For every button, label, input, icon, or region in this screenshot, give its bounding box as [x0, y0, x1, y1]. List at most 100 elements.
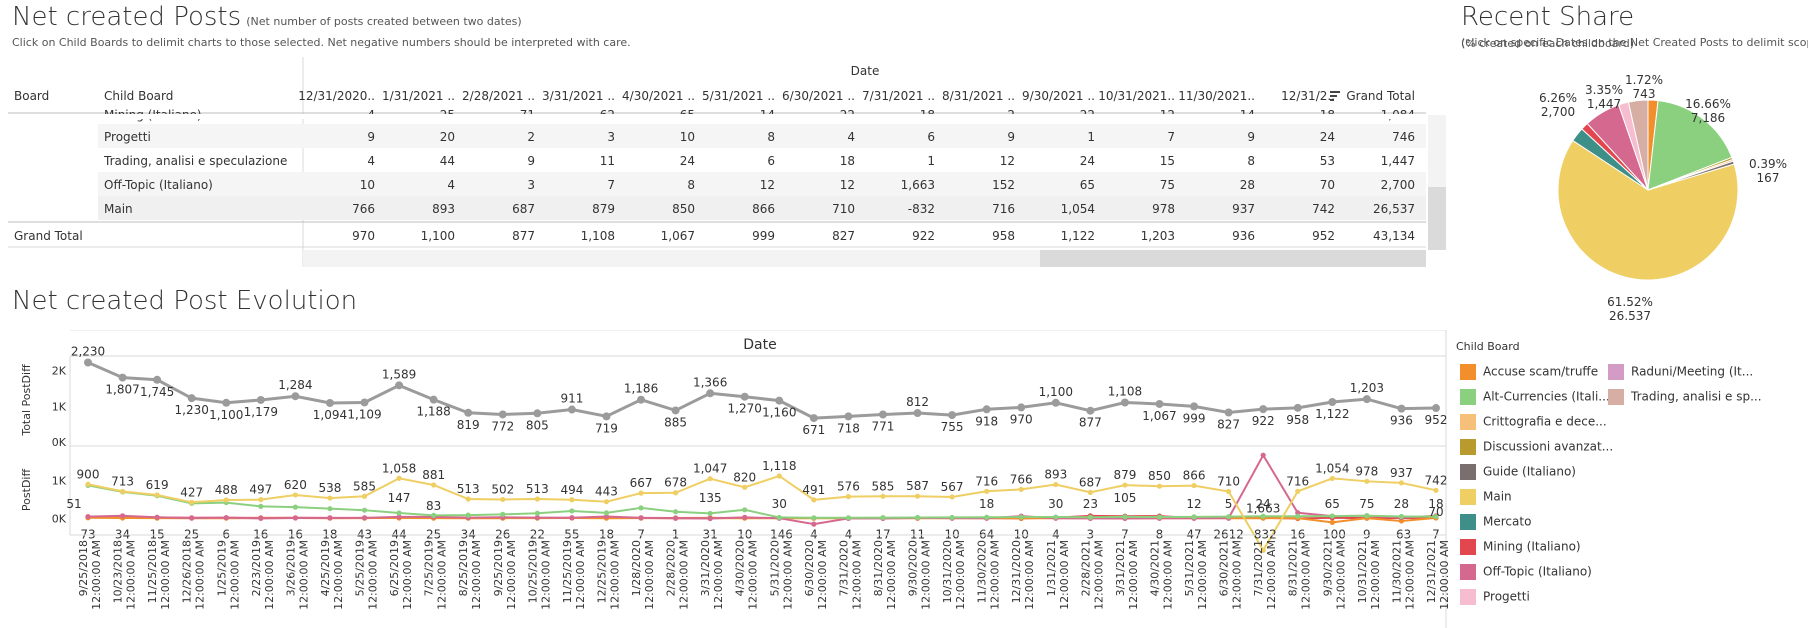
x-tick-date: 1/31/2021: [1045, 540, 1058, 596]
series-point: [327, 495, 333, 501]
series-label-extra: 147: [388, 491, 411, 505]
grand-total-cell: 970: [352, 229, 375, 243]
x-tick-time: 12:00:00 AM: [1127, 540, 1140, 610]
series-point: [880, 493, 886, 499]
total-data-label: 1,108: [1108, 384, 1142, 398]
table-cell: 12: [840, 178, 855, 192]
series-point: [85, 481, 91, 487]
x-tick-date: 8/31/2021: [1287, 540, 1300, 596]
column-header: 1/31/2021 ..: [382, 89, 455, 103]
column-header: 5/31/2021 ..: [702, 89, 775, 103]
total-data-label: 1,109: [347, 407, 381, 421]
series-point: [223, 497, 229, 503]
legend-swatch: [1460, 364, 1476, 380]
total-point: [533, 409, 542, 418]
series-point: [1260, 513, 1266, 519]
x-tick-date: 3/31/2020: [699, 540, 712, 596]
grand-total-cell: 877: [512, 229, 535, 243]
total-point: [1155, 399, 1164, 408]
series-point: [707, 515, 713, 522]
total-point: [1259, 405, 1268, 414]
series-point: [327, 515, 333, 521]
pie-label-percent: 1.72%: [1625, 73, 1663, 87]
crosstab-table[interactable]: Date Board Child Board 12/31/2020.. 1/31/202…: [0, 55, 1460, 270]
series-label-above: 538: [318, 481, 341, 495]
legend-item[interactable]: Crittografia e dece...: [1460, 414, 1607, 430]
table-cell: 10: [360, 178, 375, 192]
series-label-above: 1,058: [382, 461, 416, 475]
pie-slice: [1557, 139, 1739, 281]
grand-total-cell: 43,134: [1373, 229, 1415, 243]
series-point: [534, 510, 540, 516]
legend-item[interactable]: Off-Topic (Italiano): [1460, 564, 1592, 580]
table-cell: 1,054: [1061, 202, 1095, 216]
table-cell: 15: [1160, 154, 1175, 168]
series-label-above: 879: [1113, 468, 1136, 482]
x-tick-time: 12:00:00 AM: [1058, 540, 1071, 610]
x-tick-date: 12/25/2019: [595, 540, 608, 603]
column-header: 8/31/2021 ..: [942, 89, 1015, 103]
legend-swatch: [1608, 364, 1624, 380]
legend-item[interactable]: Accuse scam/truffe: [1460, 364, 1598, 380]
legend-item[interactable]: Mining (Italiano): [1460, 539, 1581, 555]
total-point: [1017, 403, 1026, 412]
pie-chart[interactable]: 6.26%2,700 3.35%1,447 1.72%743 16.66%7,186 0…: [1540, 70, 1808, 320]
series-point: [603, 499, 610, 505]
x-tick-time: 12:00:00 AM: [747, 540, 760, 610]
legend-item[interactable]: Guide (Italiano): [1460, 464, 1576, 480]
series-point: [465, 496, 471, 502]
table-header-bg: [303, 55, 1426, 115]
series-label-above: 1,663: [1246, 502, 1280, 516]
x-tick-time: 12:00:00 AM: [125, 540, 138, 610]
legend-item[interactable]: Mercato: [1460, 514, 1531, 530]
legend-swatch: [1460, 589, 1476, 605]
total-point: [1224, 408, 1233, 417]
series-point: [258, 497, 264, 503]
total-data-label: 719: [595, 421, 618, 435]
legend-item[interactable]: Discussioni avanzat...: [1460, 439, 1613, 455]
table-header: Net created Posts (Net number of posts c…: [12, 2, 522, 32]
grand-total-cell: 999: [752, 229, 775, 243]
column-header: 11/30/2021..: [1178, 89, 1255, 103]
evolution-title: Net created Post Evolution: [12, 286, 358, 316]
legend-swatch: [1460, 414, 1476, 430]
series-point: [776, 514, 782, 521]
legend-label: Guide (Italiano): [1483, 464, 1576, 479]
grand-total-label: Grand Total: [14, 229, 83, 243]
legend-item[interactable]: Main: [1460, 489, 1512, 505]
table-cell: 4: [367, 154, 375, 168]
pie-slice: [1647, 100, 1733, 191]
series-point: [811, 521, 817, 527]
date-group-header: Date: [851, 64, 880, 78]
grand-total-cell: 1,122: [1061, 229, 1095, 243]
legend-item[interactable]: Alt-Currencies (Itali...: [1460, 389, 1610, 405]
table-cell: 716: [992, 202, 1015, 216]
series-label-above: 576: [837, 480, 860, 494]
series-point: [154, 514, 160, 520]
pie-label-percent: 61.52%: [1607, 295, 1653, 309]
legend-item[interactable]: Trading, analisi e sp...: [1608, 389, 1762, 405]
series-label-above: 713: [111, 474, 134, 488]
x-tick-time: 12:00:00 AM: [920, 540, 933, 610]
series-point: [984, 488, 990, 494]
legend-swatch: [1460, 439, 1476, 455]
series-point: [1226, 514, 1232, 520]
page-title: Net created Posts: [12, 2, 242, 32]
series-point: [949, 494, 955, 500]
grand-total-cell: 1,203: [1141, 229, 1175, 243]
series-label-above: 893: [1044, 468, 1067, 482]
x-tick-date: 3/26/2019: [284, 540, 297, 596]
x-tick-time: 12:00:00 AM: [574, 540, 587, 610]
table-cell: 8: [687, 178, 695, 192]
series-label-above: 667: [630, 476, 653, 490]
legend-item[interactable]: Raduni/Meeting (It...: [1608, 364, 1753, 380]
series-label-above: 443: [595, 485, 618, 499]
x-tick-time: 12:00:00 AM: [643, 540, 656, 610]
share-instructions: (click on specific Dates on the Net Crea…: [1461, 36, 1808, 49]
legend-item[interactable]: Progetti: [1460, 589, 1530, 605]
total-line: [87, 361, 1437, 420]
total-data-label: 911: [560, 392, 583, 406]
legend-swatch: [1460, 464, 1476, 480]
series-point: [1156, 514, 1163, 520]
